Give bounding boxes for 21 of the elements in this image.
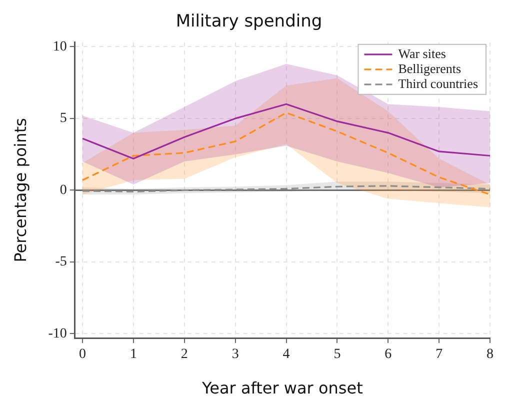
x-tick-label: 8: [486, 347, 494, 362]
y-axis-title: Percentage points: [10, 118, 30, 262]
chart-title: Military spending: [176, 12, 322, 32]
x-tick-label: 1: [130, 347, 137, 362]
x-axis-title: Year after war onset: [201, 378, 363, 398]
x-tick-label: 3: [232, 347, 239, 362]
x-tick-label: 5: [334, 347, 341, 362]
x-tick-label: 6: [384, 347, 392, 362]
y-tick-label: -10: [48, 326, 67, 342]
y-tick-label: -5: [55, 254, 67, 270]
x-tick-label: 0: [79, 347, 86, 362]
y-tick-label: 10: [52, 39, 67, 54]
legend-label: War sites: [398, 46, 446, 61]
y-tick-label: 5: [60, 111, 67, 126]
legend-label: Belligerents: [398, 60, 462, 76]
x-tick-label: 4: [282, 347, 290, 362]
legend-label: Third countries: [398, 76, 478, 91]
x-tick-label: 2: [180, 347, 188, 362]
line-series: [82, 112, 490, 196]
y-tick-label: 0: [60, 182, 67, 198]
x-tick-label: 7: [436, 347, 443, 362]
